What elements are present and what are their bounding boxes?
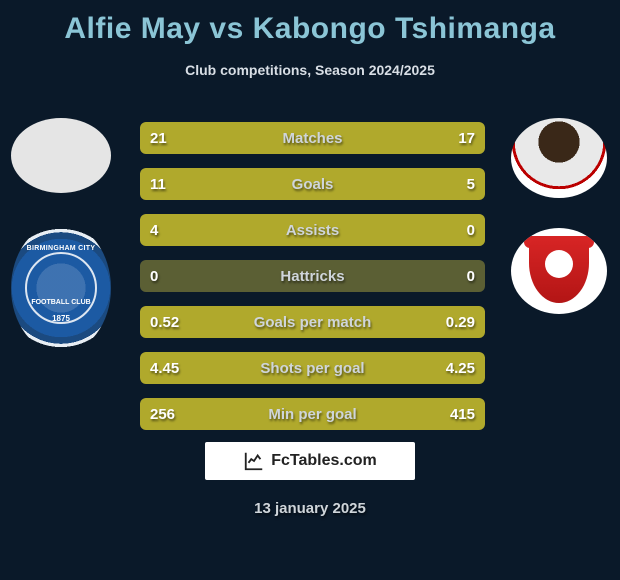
stat-label: Matches — [140, 130, 485, 147]
right-club-crest — [511, 228, 607, 314]
stat-row: 00Hattricks — [140, 260, 485, 292]
left-player-avatar — [11, 118, 111, 193]
stat-label: Shots per goal — [140, 360, 485, 377]
chart-icon — [243, 450, 265, 472]
footer-brand[interactable]: FcTables.com — [205, 442, 415, 480]
stat-row: 4.454.25Shots per goal — [140, 352, 485, 384]
page-title: Alfie May vs Kabongo Tshimanga — [0, 0, 620, 46]
stat-row: 40Assists — [140, 214, 485, 246]
stats-table: 2117Matches 115Goals 40Assists 00Hattricks 0… — [140, 122, 485, 444]
stat-label: Hattricks — [140, 268, 485, 285]
left-club-year: 1875 — [11, 314, 111, 323]
stat-row: 115Goals — [140, 168, 485, 200]
date-label: 13 january 2025 — [0, 500, 620, 517]
stat-row: 256415Min per goal — [140, 398, 485, 430]
stat-label: Goals per match — [140, 314, 485, 331]
right-player-avatar — [511, 118, 607, 198]
stat-row: 2117Matches — [140, 122, 485, 154]
right-player-column — [504, 118, 614, 314]
subtitle: Club competitions, Season 2024/2025 — [0, 62, 620, 78]
stat-label: Min per goal — [140, 406, 485, 423]
left-club-crest: BIRMINGHAM CITY FOOTBALL CLUB 1875 — [11, 223, 111, 353]
stat-label: Goals — [140, 176, 485, 193]
left-club-name-bottom: FOOTBALL CLUB — [11, 299, 111, 306]
footer-brand-label: FcTables.com — [271, 452, 377, 470]
stat-label: Assists — [140, 222, 485, 239]
left-player-column: BIRMINGHAM CITY FOOTBALL CLUB 1875 — [6, 118, 116, 353]
left-club-name-top: BIRMINGHAM CITY — [11, 245, 111, 252]
stat-row: 0.520.29Goals per match — [140, 306, 485, 338]
